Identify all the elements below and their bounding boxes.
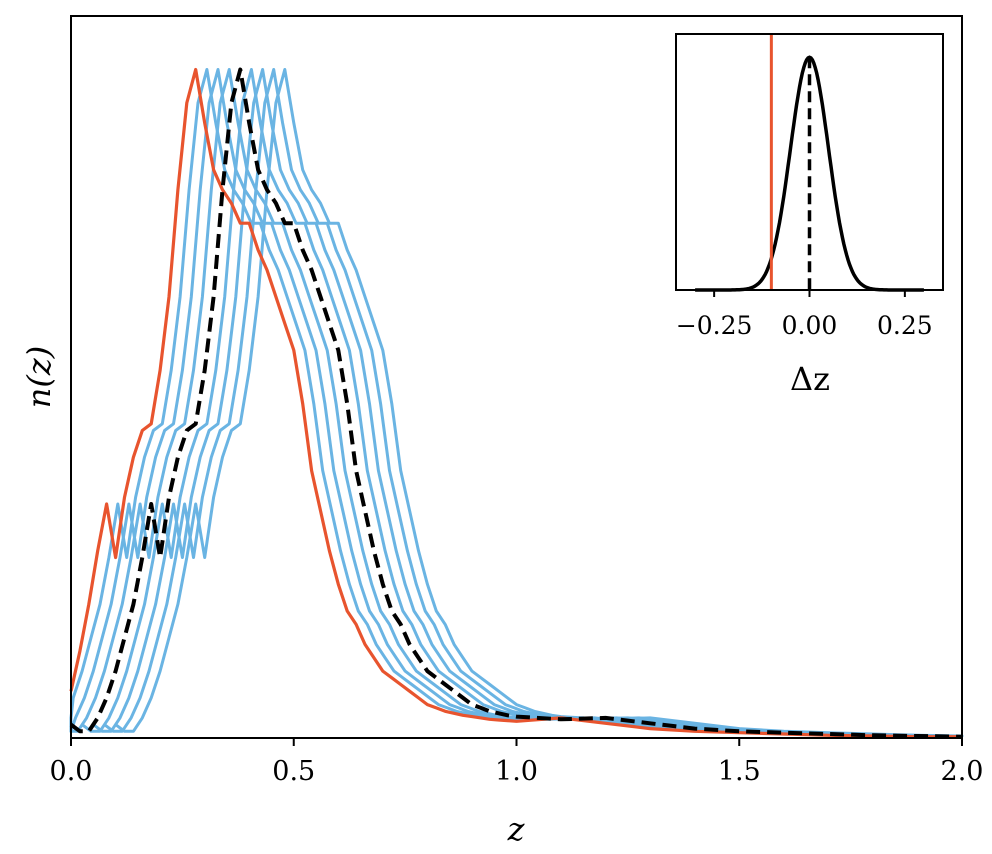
inset-x-axis-label: Δz xyxy=(790,360,830,398)
main-y-axis-label: n(z) xyxy=(20,346,58,408)
reference-series-line xyxy=(69,67,963,739)
inset-x-tick-label: 0.25 xyxy=(877,311,933,340)
inset-x-tick-label: 0.00 xyxy=(782,311,838,340)
inset-x-axis-label-text: Δz xyxy=(790,360,830,398)
main-x-tick-label: 1.5 xyxy=(718,756,761,787)
main-x-tick-label: 0.0 xyxy=(50,756,93,787)
main-x-ticks: 0.0 0.5 1.0 1.5 2.0 xyxy=(50,738,984,787)
inset-plot: −0.25 0.00 0.25 Δz xyxy=(675,33,944,398)
main-x-tick-label: 0.5 xyxy=(272,756,315,787)
inset-x-ticks: −0.25 0.00 0.25 xyxy=(676,290,933,340)
ensemble-line-5 xyxy=(103,68,963,739)
shifted-series-line xyxy=(69,67,962,739)
main-plot: 0.0 0.5 1.0 1.5 2.0 z n(z) xyxy=(20,15,984,848)
main-series-group xyxy=(69,67,964,739)
main-x-axis-label: z xyxy=(507,810,526,848)
main-x-tick-label: 1.0 xyxy=(495,756,538,787)
inset-x-tick-label: −0.25 xyxy=(676,311,753,340)
main-x-tick-label: 2.0 xyxy=(941,756,984,787)
